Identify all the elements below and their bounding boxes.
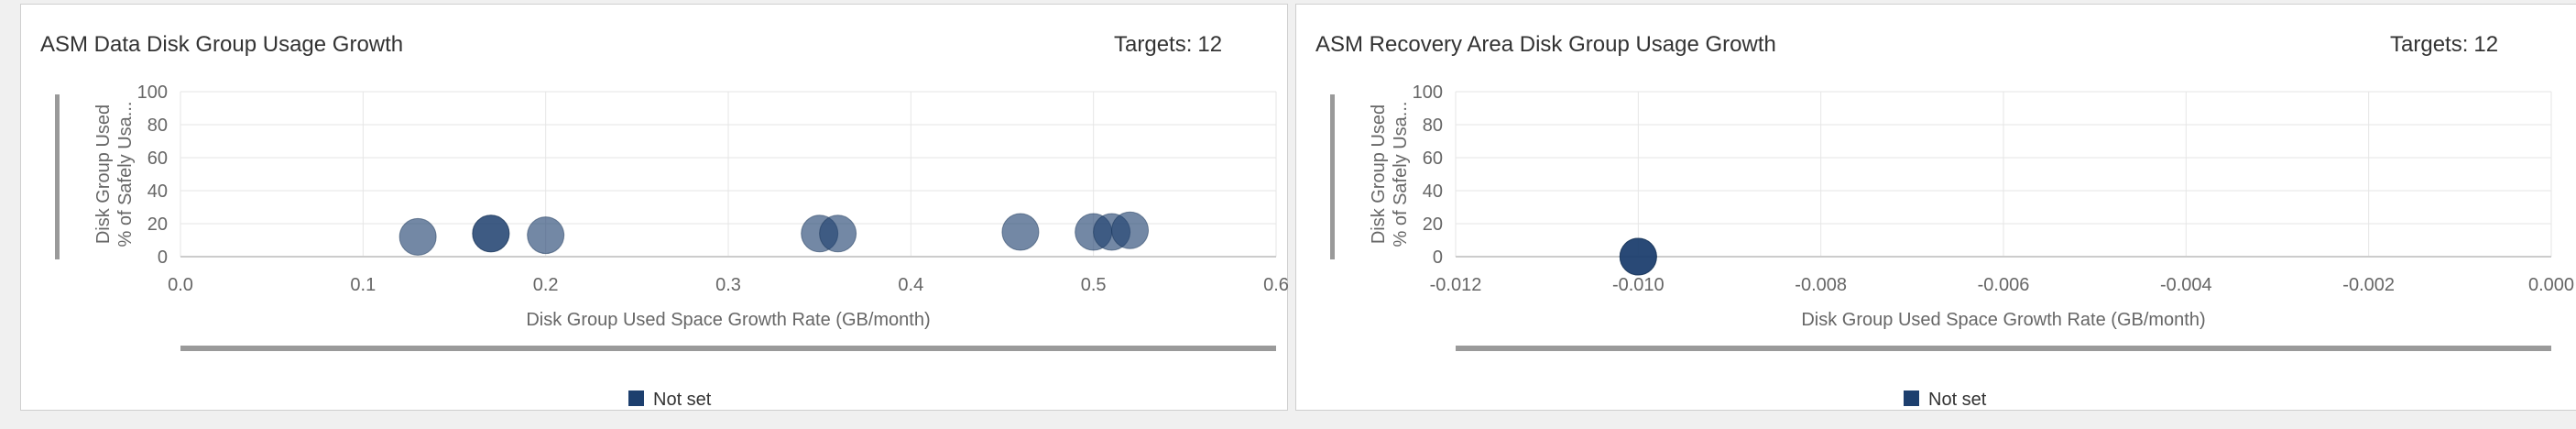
y-tick-label: 20 — [147, 214, 168, 235]
x-tick-label: 0.0 — [168, 275, 193, 295]
x-tick-label: 0.000 — [2528, 275, 2574, 295]
legend-marker — [628, 390, 644, 406]
scatter-chart: 0 20 40 60 80 100 -0.012 -0.010 -0.008 -0.006 -0.0… — [1330, 82, 2574, 410]
targets-summary: Targets: 12 — [2390, 32, 2498, 58]
x-tick-label: -0.006 — [1978, 275, 2030, 295]
y-axis-label: % of Safely Usa... — [1391, 102, 1411, 248]
x-tick-label: 0.4 — [898, 275, 923, 295]
y-axis-label: % of Safely Usa... — [115, 102, 136, 248]
y-tick-label: 20 — [1423, 214, 1443, 235]
data-point — [1001, 213, 1040, 251]
x-tick-label: 0.6 — [1263, 275, 1289, 295]
x-axis-label: Disk Group Used Space Growth Rate (GB/mo… — [1801, 310, 2205, 330]
x-axis-scrollbar — [180, 346, 1276, 351]
x-tick-label: 0.2 — [533, 275, 559, 295]
targets-count: 12 — [1197, 32, 1223, 57]
data-point — [398, 217, 437, 256]
y-tick-label: 60 — [147, 148, 168, 169]
panel-title: ASM Data Disk Group Usage Growth — [40, 32, 404, 57]
y-tick-label: 100 — [137, 82, 168, 103]
y-tick-label: 60 — [1423, 148, 1443, 169]
x-tick-label: 0.5 — [1081, 275, 1107, 295]
x-tick-label: -0.012 — [1430, 275, 1482, 295]
x-tick-label: 0.3 — [715, 275, 741, 295]
data-point — [1619, 237, 1657, 276]
legend-label: Not set — [653, 390, 712, 410]
data-point — [527, 216, 565, 255]
y-tick-label: 0 — [1433, 248, 1443, 268]
panel-title: ASM Recovery Area Disk Group Usage Growt… — [1315, 32, 1776, 57]
data-point — [819, 214, 857, 253]
y-axis-scrollbar — [55, 94, 60, 259]
y-axis-label: Disk Group Used — [1369, 104, 1389, 244]
legend-marker — [1904, 390, 1919, 406]
x-tick-label: -0.004 — [2160, 275, 2212, 295]
scatter-chart: 0 20 40 60 80 100 0.0 0.1 0.2 0.3 0.4 0.5 0.6 Disk Gr… — [55, 82, 1289, 410]
y-tick-label: 80 — [1423, 116, 1443, 136]
x-tick-label: -0.002 — [2342, 275, 2395, 295]
y-tick-label: 100 — [1413, 82, 1443, 103]
x-tick-label: 0.1 — [350, 275, 376, 295]
x-axis-label: Disk Group Used Space Growth Rate (GB/mo… — [526, 310, 930, 330]
recovery-area-disk-group-panel: ASM Recovery Area Disk Group Usage Growt… — [1295, 4, 2576, 411]
data-point — [472, 214, 510, 253]
x-axis-scrollbar — [1456, 346, 2551, 351]
data-disk-group-panel: ASM Data Disk Group Usage Growth Targets… — [20, 4, 1289, 411]
y-tick-label: 40 — [147, 182, 168, 202]
targets-summary: Targets: 12 — [1114, 32, 1222, 58]
y-axis-scrollbar — [1330, 94, 1335, 259]
targets-label: Targets: — [2390, 32, 2469, 57]
targets-label: Targets: — [1114, 32, 1193, 57]
y-tick-label: 80 — [147, 116, 168, 136]
data-point — [1111, 211, 1150, 249]
x-tick-label: -0.008 — [1795, 275, 1847, 295]
x-tick-label: -0.010 — [1612, 275, 1665, 295]
legend-label: Not set — [1928, 390, 1987, 410]
y-axis-label: Disk Group Used — [93, 104, 114, 244]
y-tick-label: 0 — [158, 248, 168, 268]
targets-count: 12 — [2473, 32, 2499, 57]
y-tick-label: 40 — [1423, 182, 1443, 202]
